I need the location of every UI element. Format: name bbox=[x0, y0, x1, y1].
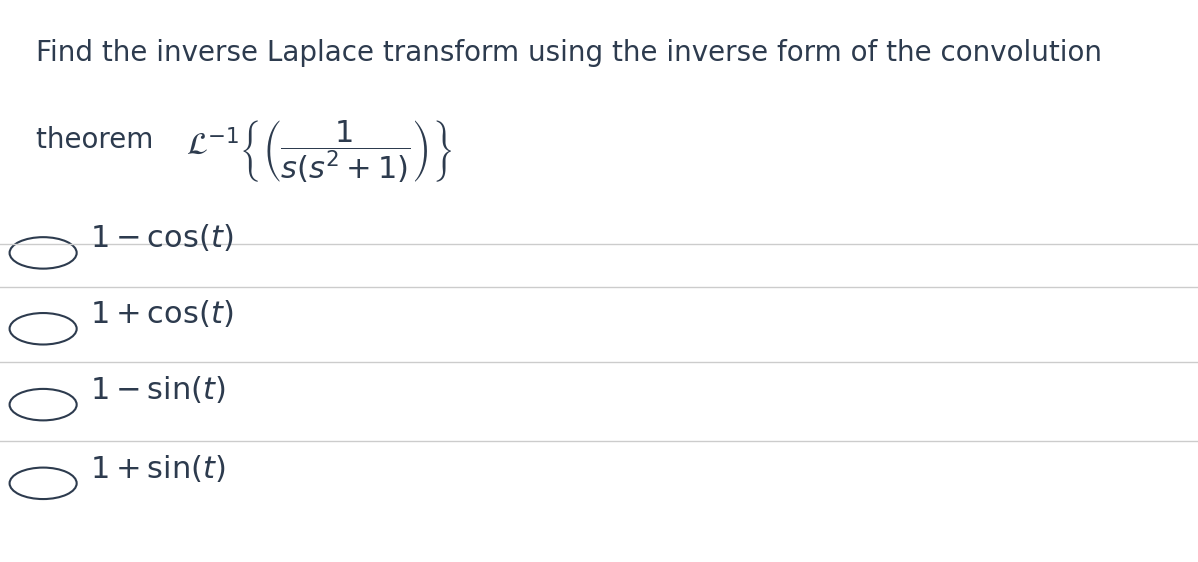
Text: $\mathcal{L}^{-1}\left\{\left(\dfrac{1}{s(s^2+1)}\right)\right\}$: $\mathcal{L}^{-1}\left\{\left(\dfrac{1}{… bbox=[186, 118, 452, 185]
Text: $1 - \sin(t)$: $1 - \sin(t)$ bbox=[90, 375, 225, 406]
Text: $1 + \cos(t)$: $1 + \cos(t)$ bbox=[90, 299, 234, 330]
Text: $1 + \sin(t)$: $1 + \sin(t)$ bbox=[90, 454, 225, 484]
Text: theorem: theorem bbox=[36, 126, 162, 155]
Text: Find the inverse Laplace transform using the inverse form of the convolution: Find the inverse Laplace transform using… bbox=[36, 39, 1102, 67]
Text: $1 - \cos(t)$: $1 - \cos(t)$ bbox=[90, 223, 234, 254]
